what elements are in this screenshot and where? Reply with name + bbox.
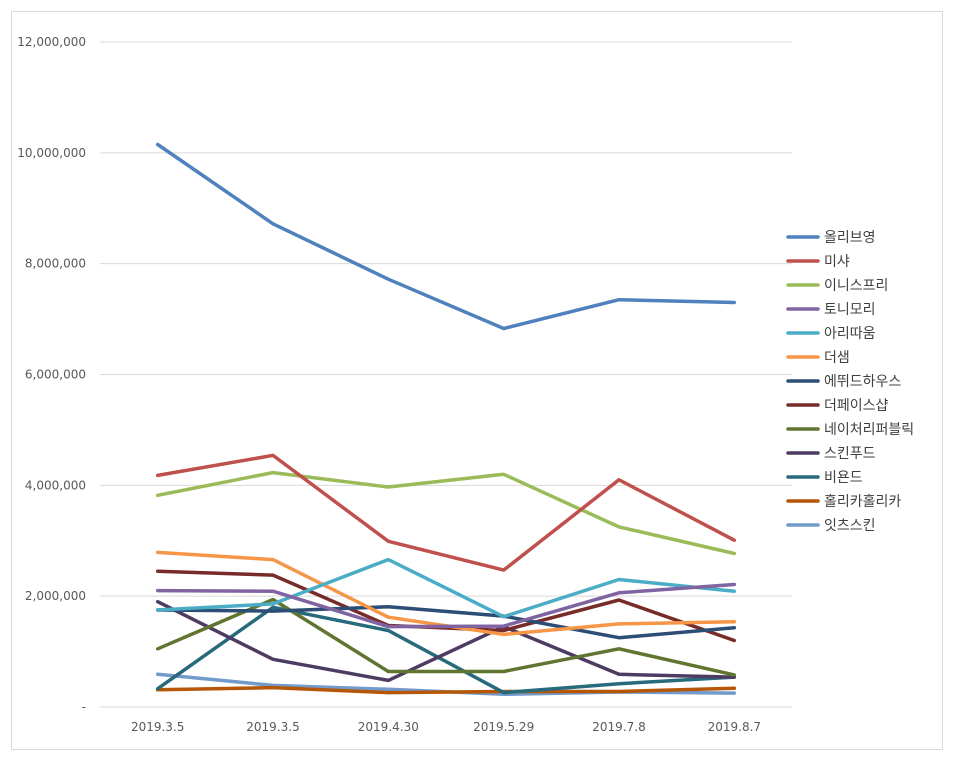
x-tick-label: 2019.3.5: [131, 720, 184, 734]
chart-frame: - 2,000,000 4,000,000 6,000,000 8,000,000 10,…: [11, 11, 943, 750]
legend-label: 더샘: [824, 350, 850, 366]
series-line: [155, 142, 737, 331]
x-axis-ticks: 2019.3.5 2019.3.5 2019.4.30 2019.5.29 2019.7…: [131, 720, 761, 734]
y-tick-label: 10,000,000: [17, 146, 86, 160]
legend-label: 홀리카홀리카: [824, 494, 901, 510]
legend: 올리브영미샤이니스프리토니모리아리따움더샘에뛰드하우스더페이스샵네이처리퍼블릭스…: [786, 230, 914, 534]
series-line: [155, 597, 737, 677]
legend-label: 미샤: [824, 254, 850, 270]
legend-label: 에뛰드하우스: [824, 374, 901, 390]
x-tick-label: 2019.5.29: [473, 720, 534, 734]
legend-label: 토니모리: [824, 302, 876, 318]
series-line: [155, 599, 737, 683]
series-line: [155, 604, 737, 640]
legend-label: 올리브영: [824, 230, 876, 246]
series-line: [155, 605, 737, 695]
x-tick-label: 2019.3.5: [246, 720, 299, 734]
y-axis-ticks: - 2,000,000 4,000,000 6,000,000 8,000,000 10,…: [17, 35, 86, 714]
y-tick-label: 8,000,000: [25, 257, 86, 271]
y-tick-label: -: [82, 700, 86, 714]
x-tick-label: 2019.8.7: [708, 720, 761, 734]
y-tick-label: 2,000,000: [25, 589, 86, 603]
y-tick-label: 12,000,000: [17, 35, 86, 49]
legend-label: 이니스프리: [824, 278, 888, 294]
legend-label: 네이처리퍼블릭: [824, 422, 914, 438]
series-line: [155, 557, 737, 619]
legend-label: 잇츠스킨: [824, 518, 876, 534]
x-tick-label: 2019.4.30: [358, 720, 419, 734]
series-line: [155, 582, 737, 629]
series-line: [155, 453, 737, 572]
series-line: [155, 550, 737, 637]
legend-label: 비욘드: [824, 470, 863, 486]
y-tick-label: 4,000,000: [25, 478, 86, 492]
y-tick-label: 6,000,000: [25, 368, 86, 382]
legend-label: 더페이스샵: [824, 398, 889, 414]
series-line: [155, 685, 737, 695]
legend-label: 스킨푸드: [824, 446, 876, 462]
line-chart: - 2,000,000 4,000,000 6,000,000 8,000,000 10,…: [17, 35, 914, 734]
legend-label: 아리따움: [824, 326, 876, 342]
x-tick-label: 2019.7.8: [592, 720, 645, 734]
series-lines: [155, 142, 737, 697]
series-line: [155, 470, 737, 556]
